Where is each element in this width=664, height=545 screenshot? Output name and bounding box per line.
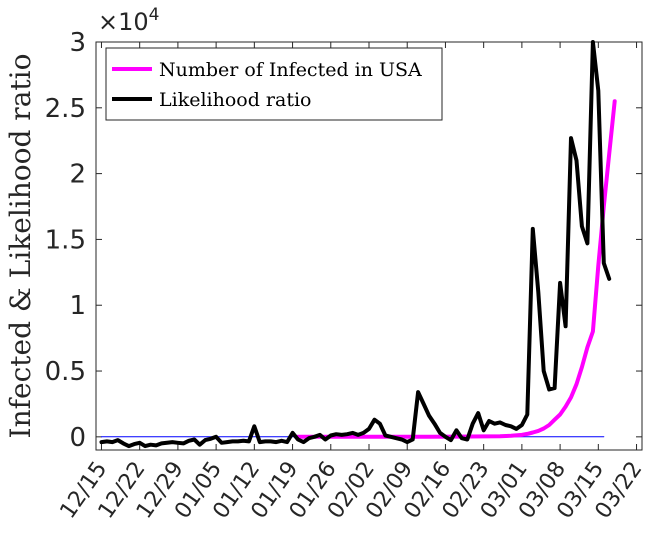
- y-tick-label: 1: [69, 291, 86, 321]
- series-layer: [99, 40, 617, 449]
- legend: Number of Infected in USA Likelihood rat…: [105, 47, 443, 121]
- y-tick-label: 3: [69, 28, 86, 58]
- series-infected-line: [296, 99, 617, 439]
- legend-label-likelihood: Likelihood ratio: [159, 89, 311, 111]
- y-axis-title: Infected & Likelihood ratio: [4, 54, 37, 439]
- legend-label-infected: Number of Infected in USA: [159, 59, 422, 81]
- y-tick-label: 2.5: [45, 94, 86, 124]
- series-likelihood-line: [99, 40, 612, 449]
- y-tick-label: 0: [69, 423, 86, 453]
- y-tick-label: 0.5: [45, 357, 86, 387]
- legend-box: [105, 47, 443, 121]
- y-exponent: ×104: [98, 5, 159, 36]
- y-tick-label: 1.5: [45, 225, 86, 255]
- y-tick-label: 2: [69, 160, 86, 190]
- y-ticks: 0 0.5 1 1.5 2 2.5 3: [45, 28, 642, 453]
